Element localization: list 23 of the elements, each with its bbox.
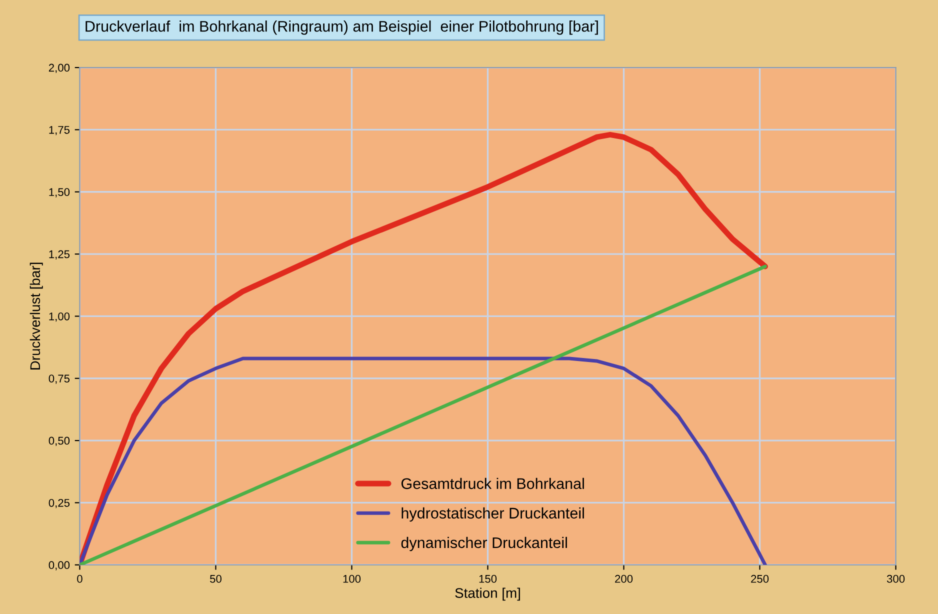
y-tick-label: 0,25 [48, 498, 70, 508]
y-tick-label: 1,00 [49, 312, 70, 322]
line-series [80, 356, 767, 565]
chart-title: Druckverlauf im Bohrkanal (Ringraum) am Beispiel einer Pilotbohrung [bar] [86, 20, 598, 35]
x-tick-label: 300 [886, 574, 905, 583]
x-tick-label: 150 [479, 574, 497, 583]
legend-label: hydrostatischer Druckanteil [402, 507, 584, 522]
legend-label: Gesamtdruck im Bohrkanal [401, 478, 584, 490]
x-axis-title: Station [m] [455, 588, 520, 601]
y-tick-label: 1,50 [49, 188, 70, 198]
y-tick-label: 0,50 [48, 436, 70, 446]
y-tick-label: 1,75 [49, 126, 70, 136]
y-tick-label: 0,75 [48, 374, 70, 384]
x-tick-label: 50 [210, 574, 222, 583]
legend-label: dynamischer Druckanteil [401, 536, 567, 552]
x-tick-label: 250 [751, 574, 769, 583]
y-axis-title: Druckverlust [bar] [30, 262, 43, 370]
x-tick-label: 100 [343, 574, 361, 583]
x-tick-label: 200 [615, 574, 633, 583]
y-tick-label: 1,25 [49, 250, 70, 260]
x-tick-label: 0 [77, 574, 82, 583]
y-tick-label: 0,00 [48, 561, 70, 570]
y-tick-label: 2,00 [48, 64, 70, 73]
